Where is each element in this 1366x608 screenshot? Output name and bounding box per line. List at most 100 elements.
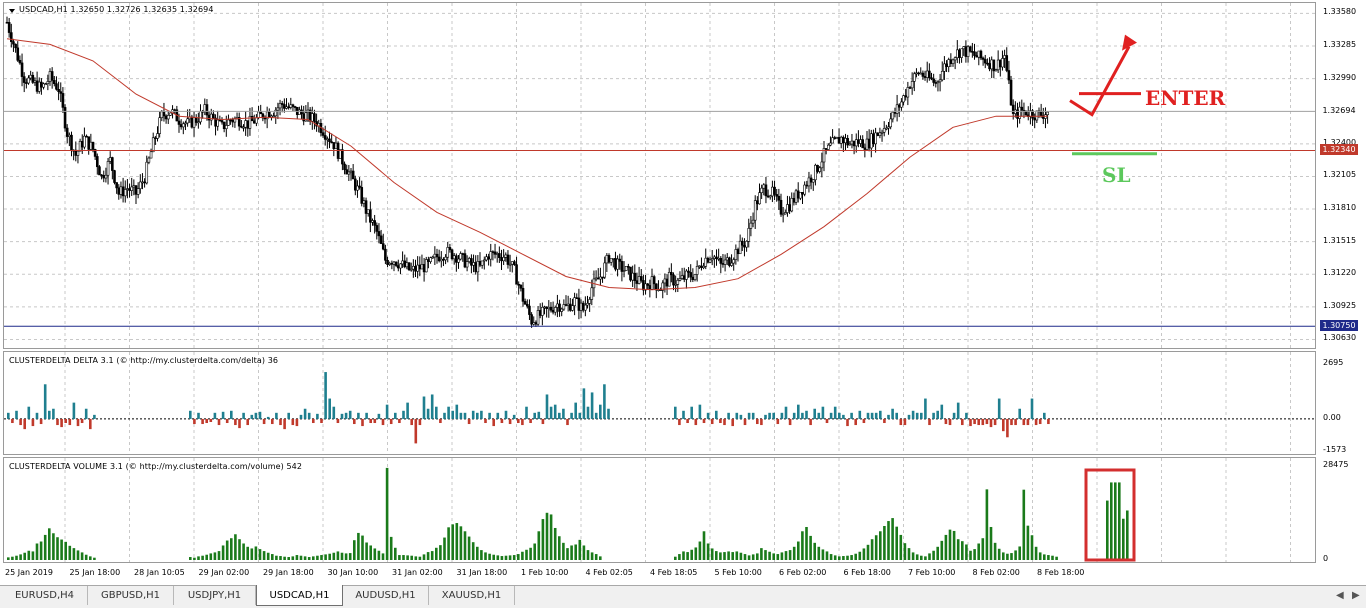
volume-bar-76	[410, 555, 413, 560]
volume-bar-124	[678, 554, 681, 560]
candle-0	[5, 16, 9, 24]
candle-475	[1026, 106, 1030, 121]
candle-264	[573, 292, 576, 316]
delta-bar-163	[829, 412, 833, 419]
volume-bar-219	[1114, 482, 1117, 560]
candle-275	[596, 268, 600, 280]
tab-usdcad-h1[interactable]: USDCAD,H1	[256, 585, 343, 606]
volume-bar-196	[973, 549, 976, 560]
delta-bar-91	[471, 410, 475, 419]
candle-262	[568, 298, 572, 312]
volume-bar-144	[760, 548, 763, 560]
candle-368	[796, 182, 800, 203]
candle-409	[885, 124, 888, 131]
tabs-scroll-right-icon[interactable]: ▶	[1352, 590, 1360, 601]
volume-bar-34	[238, 539, 241, 560]
candle-263	[571, 298, 574, 312]
candle-10	[27, 75, 30, 85]
volume-bar-55	[324, 554, 327, 560]
candle-276	[599, 267, 602, 286]
volume-bar-47	[291, 556, 295, 560]
candle-451	[975, 51, 978, 58]
candle-240	[521, 282, 525, 307]
candle-301	[652, 275, 656, 290]
candle-313	[678, 271, 682, 282]
delta-bar-120	[590, 392, 594, 419]
delta-bar-174	[874, 412, 878, 419]
volume-chart	[7, 458, 1291, 562]
tab-gbpusd-h1[interactable]: GBPUSD,H1	[88, 586, 174, 605]
candle-327	[708, 256, 712, 263]
delta-bar-139	[731, 418, 734, 427]
delta-bar-136	[719, 418, 722, 424]
volume-bar-35	[242, 543, 245, 560]
candle-228	[495, 251, 499, 263]
chart-menu-arrow-icon[interactable]	[9, 9, 15, 13]
candle-356	[771, 180, 774, 203]
delta-bar-51	[307, 412, 311, 419]
delta-bar-125	[674, 406, 677, 419]
candle-459	[992, 59, 996, 79]
volume-bar-211	[1034, 546, 1038, 560]
delta-bar-44	[279, 418, 282, 426]
candle-366	[792, 192, 796, 206]
candle-149	[326, 136, 329, 149]
candle-483	[1044, 107, 1047, 129]
volume-bar-7	[35, 543, 39, 560]
time-tick-2: 28 Jan 10:05	[134, 568, 185, 577]
volume-bar-46	[287, 557, 290, 560]
delta-bar-144	[751, 412, 755, 419]
candle-81	[179, 119, 183, 130]
sl-annotation: SL	[1102, 163, 1131, 187]
candle-125	[274, 107, 278, 124]
candle-134	[293, 105, 297, 112]
candle-227	[493, 243, 497, 259]
volume-bar-143	[756, 553, 759, 560]
tab-usdjpy-h1[interactable]: USDJPY,H1	[174, 586, 256, 605]
candle-457	[988, 57, 991, 72]
delta-bar-40	[262, 418, 266, 425]
candle-278	[603, 256, 607, 280]
candle-421	[910, 72, 914, 95]
volume-bar-136	[727, 551, 730, 560]
volume-indicator-pane[interactable]: CLUSTERDELTA VOLUME 3.1 (© http://my.clu…	[3, 457, 1316, 563]
price-pane[interactable]: USDCAD,H1 1.32650 1.32726 1.32635 1.3269…	[3, 2, 1316, 349]
tabs-scroll-left-icon[interactable]: ◀	[1336, 590, 1344, 601]
candle-60	[134, 184, 138, 205]
candle-354	[766, 189, 770, 199]
candle-220	[478, 252, 482, 268]
volume-bar-176	[891, 518, 894, 560]
delta-bar-118	[582, 388, 586, 419]
candle-254	[551, 301, 555, 315]
delta-bar-114	[566, 418, 569, 426]
candle-218	[474, 255, 478, 275]
candle-89	[197, 112, 200, 129]
delta-indicator-pane[interactable]: CLUSTERDELTA DELTA 3.1 (© http://my.clus…	[3, 351, 1316, 455]
candle-22	[52, 75, 56, 87]
candle-322	[697, 265, 701, 270]
tab-audusd-h1[interactable]: AUDUSD,H1	[343, 586, 429, 605]
volume-bar-174	[883, 525, 886, 560]
candle-214	[465, 255, 469, 272]
candle-171	[373, 214, 376, 234]
candle-112	[246, 120, 250, 137]
delta-bar-202	[989, 418, 993, 428]
candle-274	[594, 270, 598, 282]
volume-bar-117	[578, 539, 582, 560]
volume-bar-25	[201, 555, 204, 560]
tab-xauusd-h1[interactable]: XAUUSD,H1	[429, 586, 515, 605]
candle-153	[334, 136, 338, 150]
tab-eurusd-h4[interactable]: EURUSD,H4	[2, 586, 88, 605]
volume-bar-80	[426, 552, 430, 560]
candle-71	[158, 111, 161, 138]
candle-296	[642, 274, 645, 296]
volume-bar-62	[353, 540, 356, 560]
delta-bar-17	[76, 418, 80, 427]
delta-bar-14	[64, 418, 67, 424]
candle-292	[633, 264, 637, 289]
candle-444	[960, 48, 963, 63]
candle-83	[184, 120, 187, 131]
volume-bar-162	[833, 555, 837, 560]
candle-407	[880, 129, 884, 142]
candle-325	[704, 248, 708, 270]
